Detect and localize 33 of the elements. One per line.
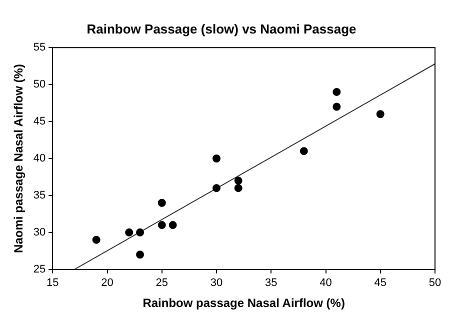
x-tick-label: 45 (374, 277, 386, 290)
point (168, 221, 177, 230)
x-tick-label: 40 (320, 277, 332, 290)
y-tick-label: 50 (33, 78, 46, 91)
x-tick-label: 15 (46, 277, 59, 290)
y-axis-title: Naomi passage Nasal Airflow (%) (12, 64, 26, 253)
x-tick-label: 50 (428, 277, 442, 290)
chart-title: Rainbow Passage (slow) vs Naomi Passage (86, 21, 356, 36)
y-tick-label: 25 (33, 263, 46, 276)
y-tick-label: 40 (33, 152, 46, 165)
x-tick-label: 25 (156, 277, 168, 290)
point (332, 102, 341, 111)
x-tick-label: 30 (210, 277, 223, 290)
point (212, 184, 221, 192)
point (92, 236, 100, 244)
point (376, 110, 384, 118)
point (234, 184, 242, 192)
x-axis-title: Rainbow passage Nasal Airflow (%) (142, 296, 345, 310)
point (136, 250, 144, 259)
point (158, 221, 166, 230)
point (136, 228, 144, 236)
point (212, 154, 221, 162)
y-tick-label: 45 (33, 116, 46, 128)
point (125, 228, 134, 236)
point (234, 176, 242, 185)
y-tick-label: 35 (33, 190, 46, 202)
point (300, 147, 308, 156)
x-tick-label: 20 (101, 277, 114, 290)
y-tick-label: 55 (33, 42, 46, 54)
x-tick-label: 35 (265, 277, 278, 290)
point (332, 88, 341, 96)
point (158, 198, 166, 207)
y-tick-label: 30 (33, 226, 46, 238)
